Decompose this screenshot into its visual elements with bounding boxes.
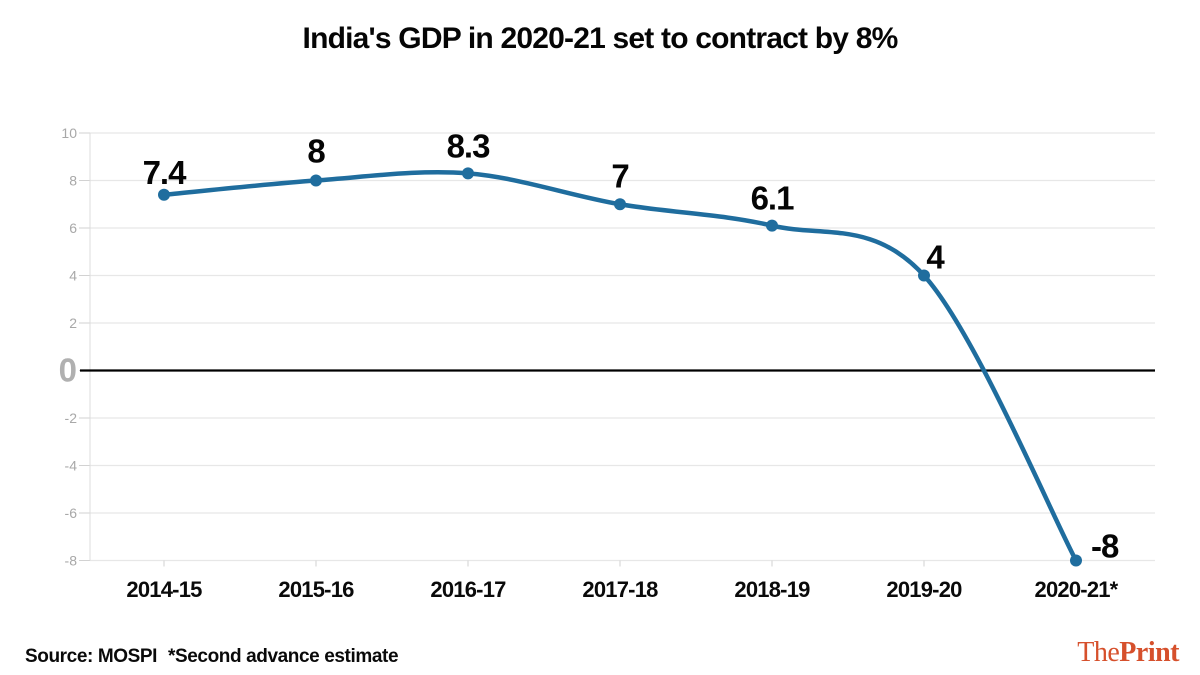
- data-point: [1070, 554, 1082, 567]
- point-value-label: 4: [926, 239, 945, 276]
- point-value-label: -8: [1091, 528, 1119, 565]
- data-point: [310, 174, 322, 187]
- x-tick-label: 2020-21*: [1035, 577, 1119, 602]
- y-tick-label: 6: [69, 220, 77, 236]
- data-point: [766, 219, 778, 232]
- source-label: Source: MOSPI: [25, 646, 158, 667]
- logo-text-the: The: [1077, 637, 1120, 668]
- data-point: [918, 269, 930, 282]
- y-tick-label: 0: [59, 352, 77, 389]
- footnote-label: *Second advance estimate: [168, 646, 399, 667]
- gdp-line-chart: 10 8 6 4 2 0 -2 -4 -6 -8 2014-15 2015-16 2016-17 2017…: [59, 125, 1155, 602]
- theprint-logo: ThePrint: [1077, 637, 1179, 669]
- x-tick-label: 2015-16: [278, 577, 354, 602]
- point-value-label: 7.4: [143, 154, 188, 191]
- x-tick-label: 2016-17: [430, 577, 506, 602]
- x-tick-label: 2017-18: [582, 577, 658, 602]
- logo-text-print: Print: [1119, 637, 1179, 668]
- y-tick-label: 4: [69, 268, 77, 284]
- y-tick-label: 8: [69, 173, 77, 189]
- point-value-label: 8.3: [447, 127, 491, 164]
- y-tick-label: 2: [69, 315, 77, 331]
- data-point: [614, 198, 626, 211]
- point-value-label: 7: [611, 157, 628, 194]
- y-tick-label: -6: [65, 505, 78, 521]
- data-point: [158, 188, 170, 201]
- chart-title: India's GDP in 2020-21 set to contract b…: [302, 22, 899, 55]
- data-point: [462, 167, 474, 180]
- point-value-label: 6.1: [751, 180, 795, 217]
- y-tick-label: 10: [61, 125, 77, 141]
- y-tick-label: -4: [65, 458, 78, 474]
- x-tick-label: 2014-15: [126, 577, 202, 602]
- gdp-line: [161, 170, 1079, 563]
- x-tick-label: 2019-20: [886, 577, 962, 602]
- y-tick-label: -2: [65, 410, 78, 426]
- y-tick-label: -8: [65, 553, 78, 569]
- point-value-label: 8: [307, 133, 325, 170]
- x-tick-label: 2018-19: [734, 577, 810, 602]
